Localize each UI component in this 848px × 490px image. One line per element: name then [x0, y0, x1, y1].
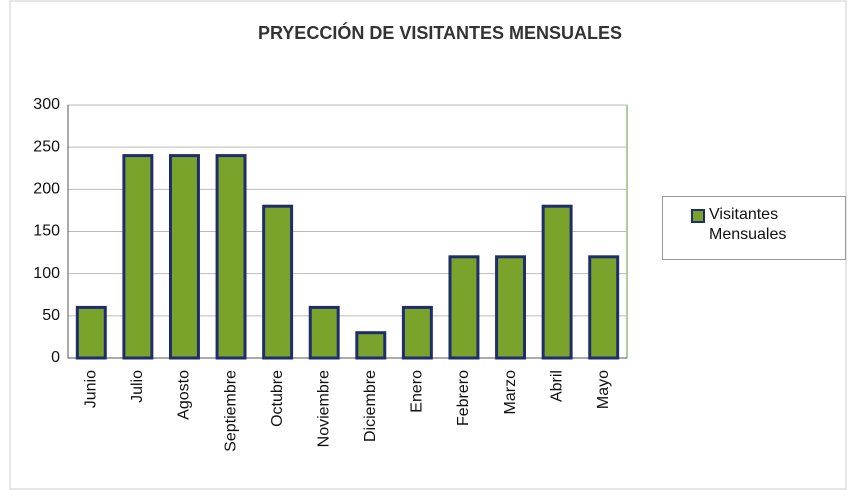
x-tick-label: Mayo — [595, 370, 612, 409]
bar — [75, 305, 107, 360]
y-tick-label: 0 — [51, 349, 60, 366]
x-tick-label: Noviembre — [315, 370, 332, 447]
y-tick-label: 200 — [33, 181, 60, 198]
x-tick-label: Septiembre — [222, 370, 239, 452]
y-tick-label: 250 — [33, 138, 60, 155]
x-tick-label: Abril — [548, 370, 565, 402]
bar — [122, 154, 154, 360]
x-tick-label: Julio — [129, 370, 146, 403]
bar — [541, 204, 573, 360]
bar — [448, 255, 480, 360]
bar — [168, 154, 200, 360]
bar — [262, 204, 294, 360]
legend: Visitantes Mensuales — [662, 196, 846, 260]
bar — [308, 305, 340, 360]
legend-label: Visitantes Mensuales — [709, 206, 787, 243]
y-tick-label: 100 — [33, 265, 60, 282]
y-tick-label: 150 — [33, 223, 60, 240]
chart-title: PRYECCIÓN DE VISITANTES MENSUALES — [258, 22, 622, 43]
y-tick-label: 50 — [42, 307, 60, 324]
legend-swatch — [691, 209, 705, 223]
bar — [495, 255, 527, 360]
x-tick-label: Enero — [409, 370, 426, 413]
bar — [215, 154, 247, 360]
x-tick-label: Marzo — [502, 370, 519, 415]
bar — [401, 305, 433, 360]
bar — [355, 331, 387, 360]
x-tick-label: Junio — [83, 370, 100, 408]
x-tick-label: Febrero — [455, 370, 472, 426]
x-tick-label: Diciembre — [362, 370, 379, 442]
x-tick-label: Octubre — [269, 370, 286, 427]
y-tick-label: 300 — [33, 96, 60, 113]
bar — [588, 255, 620, 360]
x-tick-label: Agosto — [176, 370, 193, 420]
